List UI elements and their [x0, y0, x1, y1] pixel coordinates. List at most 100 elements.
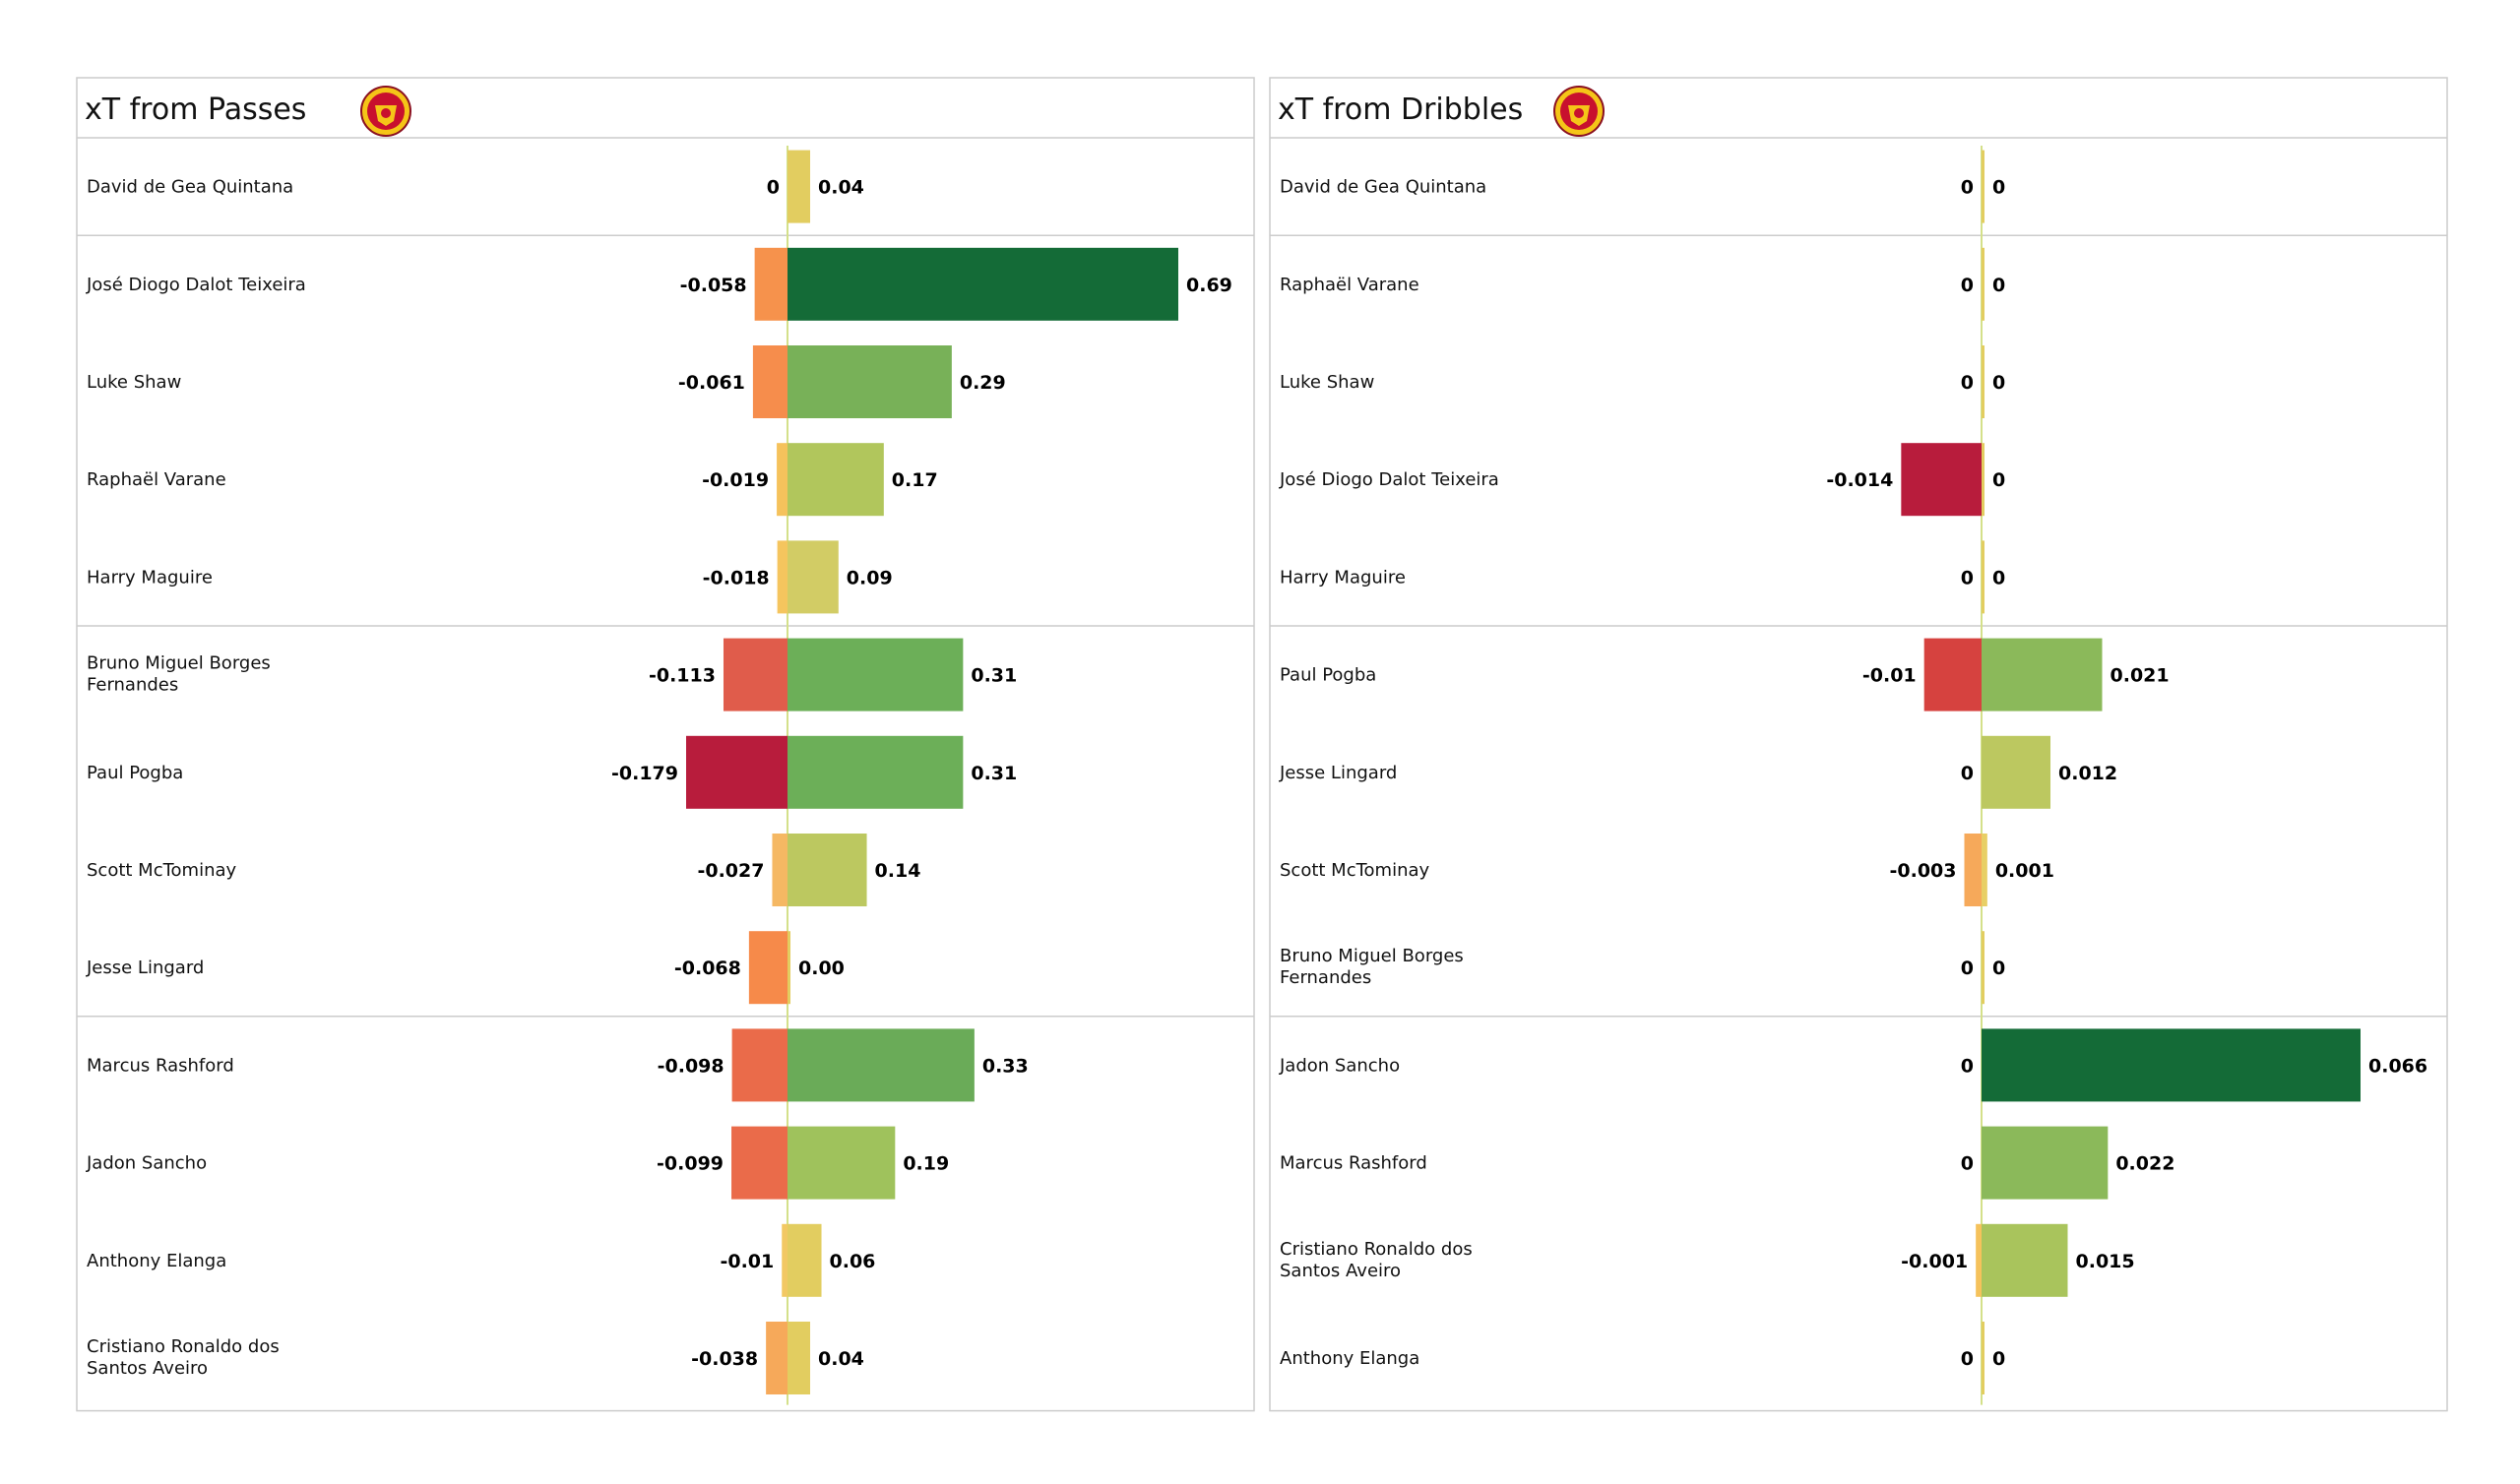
neg-value-label: -0.003 — [1890, 860, 1957, 882]
neg-bar — [777, 443, 788, 517]
neg-value-label: -0.068 — [674, 958, 741, 979]
player-name: Cristiano Ronaldo dos Santos Aveiro — [1280, 1239, 1473, 1281]
pos-bar — [1982, 345, 1984, 418]
pos-bar — [1982, 540, 1984, 614]
neg-value-label: -0.179 — [611, 763, 678, 784]
player-name: Jesse Lingard — [86, 958, 204, 978]
pos-value-label: 0.022 — [2115, 1153, 2174, 1175]
table-row: Bruno Miguel Borges Fernandes -0.113 0.31 — [87, 638, 1017, 711]
pos-bar — [788, 1126, 896, 1200]
neg-value-label: 0 — [1961, 763, 1974, 784]
pos-bar — [1982, 834, 1987, 906]
neg-value-label: -0.018 — [703, 567, 770, 588]
neg-bar — [686, 735, 788, 809]
pos-bar — [788, 540, 839, 614]
crest-devil — [381, 108, 391, 118]
neg-value-label: -0.098 — [658, 1055, 724, 1077]
table-row: José Diogo Dalot Teixeira -0.014 0 — [1279, 443, 2005, 517]
chart-title: xT from Dribbles — [1278, 93, 1523, 127]
pos-value-label: 0 — [1992, 469, 2005, 491]
player-name: Marcus Rashford — [87, 1055, 234, 1076]
player-name: David de Gea Quintana — [87, 177, 293, 198]
neg-bar — [772, 834, 788, 906]
table-row: Jadon Sancho 0 0.066 — [1279, 1028, 2427, 1102]
manchester-united-crest-icon — [360, 86, 411, 137]
neg-bar — [766, 1322, 788, 1394]
pos-bar — [788, 735, 964, 809]
player-name: Paul Pogba — [1280, 665, 1376, 686]
pos-value-label: 0.33 — [982, 1055, 1029, 1077]
player-name: Marcus Rashford — [1280, 1153, 1427, 1174]
table-row: Raphaël Varane 0 0 — [1280, 247, 2005, 321]
neg-value-label: 0 — [1961, 1055, 1974, 1077]
table-row: Paul Pogba -0.179 0.31 — [87, 735, 1017, 809]
player-name: Luke Shaw — [1280, 372, 1374, 393]
pos-value-label: 0.04 — [818, 1348, 864, 1370]
table-row: Jesse Lingard 0 0.012 — [1279, 735, 2117, 809]
pos-value-label: 0.14 — [875, 860, 921, 882]
table-row: Anthony Elanga -0.01 0.06 — [87, 1223, 876, 1297]
neg-value-label: 0 — [1961, 958, 1974, 979]
manchester-united-crest-icon — [1553, 86, 1605, 137]
player-name: Bruno Miguel Borges Fernandes — [1280, 946, 1464, 988]
neg-bar — [731, 1126, 788, 1200]
pos-bar — [788, 834, 867, 906]
table-row: Cristiano Ronaldo dos Santos Aveiro -0.038… — [87, 1322, 864, 1394]
table-row: Harry Maguire -0.018 0.09 — [87, 540, 893, 614]
pos-value-label: 0.00 — [798, 958, 845, 979]
neg-bar — [723, 638, 788, 711]
neg-value-label: -0.058 — [680, 275, 747, 296]
player-name: Scott McTominay — [87, 860, 237, 881]
neg-bar — [752, 345, 788, 418]
pos-bar — [1982, 1223, 2068, 1297]
player-name: Harry Maguire — [87, 567, 213, 587]
pos-value-label: 0.015 — [2076, 1251, 2135, 1272]
neg-value-label: -0.019 — [702, 469, 769, 491]
pos-bar — [788, 1322, 811, 1394]
table-row: Cristiano Ronaldo dos Santos Aveiro -0.001… — [1280, 1223, 2135, 1297]
pos-value-label: 0 — [1992, 567, 2005, 588]
table-row: Scott McTominay -0.003 0.001 — [1280, 834, 2054, 906]
pos-value-label: 0.06 — [830, 1251, 876, 1272]
neg-value-label: -0.061 — [678, 372, 745, 394]
neg-value-label: 0 — [1961, 372, 1974, 394]
neg-bar — [754, 247, 788, 321]
pos-value-label: 0 — [1992, 1348, 2005, 1370]
player-name: Anthony Elanga — [87, 1251, 226, 1271]
table-row: Anthony Elanga 0 0 — [1280, 1322, 2005, 1394]
player-name: Harry Maguire — [1280, 567, 1406, 587]
table-row: Jesse Lingard -0.068 0.00 — [86, 931, 845, 1005]
pos-bar — [1982, 1028, 2361, 1102]
pos-bar — [1982, 931, 1984, 1005]
player-name: Luke Shaw — [87, 372, 181, 393]
pos-bar — [1982, 735, 2050, 809]
pos-value-label: 0 — [1992, 275, 2005, 296]
neg-value-label: -0.014 — [1826, 469, 1893, 491]
player-name: Raphaël Varane — [1280, 275, 1419, 295]
pos-value-label: 0 — [1992, 372, 2005, 394]
table-row: Scott McTominay -0.027 0.14 — [87, 834, 920, 906]
player-name: Paul Pogba — [87, 763, 183, 783]
neg-value-label: -0.01 — [1862, 665, 1917, 687]
pos-value-label: 0.066 — [2368, 1055, 2427, 1077]
pos-value-label: 0.29 — [960, 372, 1006, 394]
table-row: Harry Maguire 0 0 — [1280, 540, 2005, 614]
neg-bar — [782, 1223, 788, 1297]
neg-value-label: -0.027 — [697, 860, 764, 882]
pos-bar — [788, 443, 884, 517]
player-name: David de Gea Quintana — [1280, 177, 1486, 198]
player-name: José Diogo Dalot Teixeira — [1279, 469, 1499, 490]
player-name: Scott McTominay — [1280, 860, 1430, 881]
pos-value-label: 0 — [1992, 958, 2005, 979]
player-name: José Diogo Dalot Teixeira — [86, 275, 306, 295]
chart-title: xT from Passes — [85, 93, 306, 127]
neg-bar — [1901, 443, 1982, 517]
pos-value-label: 0.012 — [2058, 763, 2117, 784]
table-row: José Diogo Dalot Teixeira -0.058 0.69 — [86, 247, 1232, 321]
table-row: Luke Shaw 0 0 — [1280, 345, 2005, 418]
neg-value-label: 0 — [1961, 567, 1974, 588]
neg-bar — [1923, 638, 1982, 711]
neg-bar — [731, 1028, 788, 1102]
